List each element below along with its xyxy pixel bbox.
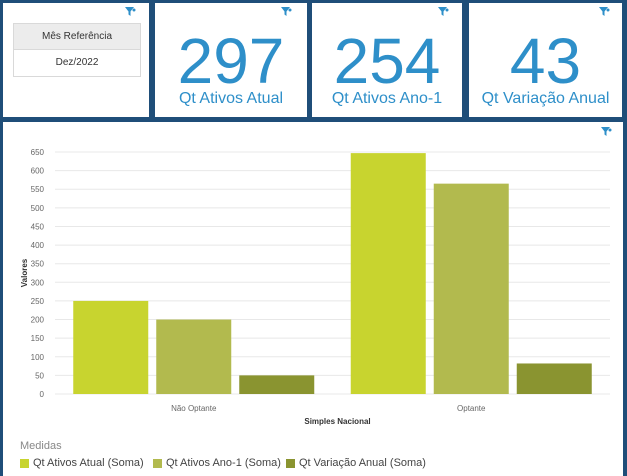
legend-swatch: [286, 458, 295, 468]
legend-item-variacao[interactable]: Qt Variação Anual (Soma): [286, 457, 426, 469]
kpi-value: 43: [509, 25, 582, 97]
filter-icon[interactable]: [438, 7, 449, 18]
chart-panel: [3, 122, 623, 476]
y-tick-label: 200: [31, 316, 45, 325]
bar: [350, 153, 426, 394]
legend-label: Qt Variação Anual (Soma): [299, 457, 426, 469]
y-tick-label: 300: [31, 278, 45, 287]
legend-swatch: [20, 458, 29, 468]
y-tick-label: 100: [31, 353, 45, 362]
kpi-label: Qt Ativos Ano-1: [331, 90, 443, 107]
bar: [239, 375, 315, 394]
filter-icon[interactable]: [125, 7, 136, 18]
y-tick-label: 450: [31, 222, 45, 231]
y-tick-label: 50: [35, 371, 44, 380]
bar: [433, 183, 509, 394]
kpi-card-ano-1: 254 Qt Ativos Ano-1: [312, 3, 462, 117]
legend-label: Qt Ativos Atual (Soma): [33, 457, 144, 469]
y-axis-label: Valores: [20, 258, 29, 287]
legend-item-atual[interactable]: Qt Ativos Atual (Soma): [20, 457, 144, 469]
x-tick-label: Optante: [457, 404, 486, 413]
filter-icon[interactable]: [601, 127, 612, 138]
kpi-card-variacao: 43 Qt Variação Anual: [469, 3, 622, 117]
kpi-label: Qt Ativos Atual: [178, 90, 284, 107]
legend-item-ano-1[interactable]: Qt Ativos Ano-1 (Soma): [153, 457, 281, 469]
y-tick-label: 500: [31, 204, 45, 213]
slicer-value-option[interactable]: Dez/2022: [13, 50, 141, 77]
bar: [73, 300, 149, 394]
filter-icon[interactable]: [281, 7, 292, 18]
kpi-value: 297: [177, 25, 285, 97]
bar: [516, 363, 592, 394]
y-tick-label: 650: [31, 148, 45, 157]
kpi-card-atual: 297 Qt Ativos Atual: [155, 3, 307, 117]
x-axis-label: Simples Nacional: [304, 417, 370, 426]
y-tick-label: 250: [31, 297, 45, 306]
x-tick-label: Não Optante: [171, 404, 217, 413]
slicer-panel: Mês Referência Dez/2022: [3, 3, 149, 117]
kpi-label: Qt Variação Anual: [481, 90, 610, 107]
y-tick-label: 350: [31, 260, 45, 269]
kpi-value: 254: [333, 25, 441, 97]
y-tick-label: 550: [31, 185, 45, 194]
filter-icon[interactable]: [599, 7, 610, 18]
legend-swatch: [153, 458, 162, 468]
y-tick-label: 150: [31, 334, 45, 343]
y-tick-label: 600: [31, 167, 45, 176]
y-tick-label: 400: [31, 241, 45, 250]
legend-title: Medidas: [20, 440, 62, 452]
legend-label: Qt Ativos Ano-1 (Soma): [166, 457, 281, 469]
bar: [156, 319, 232, 394]
y-tick-label: 0: [40, 390, 45, 399]
slicer-header: Mês Referência: [13, 23, 141, 50]
